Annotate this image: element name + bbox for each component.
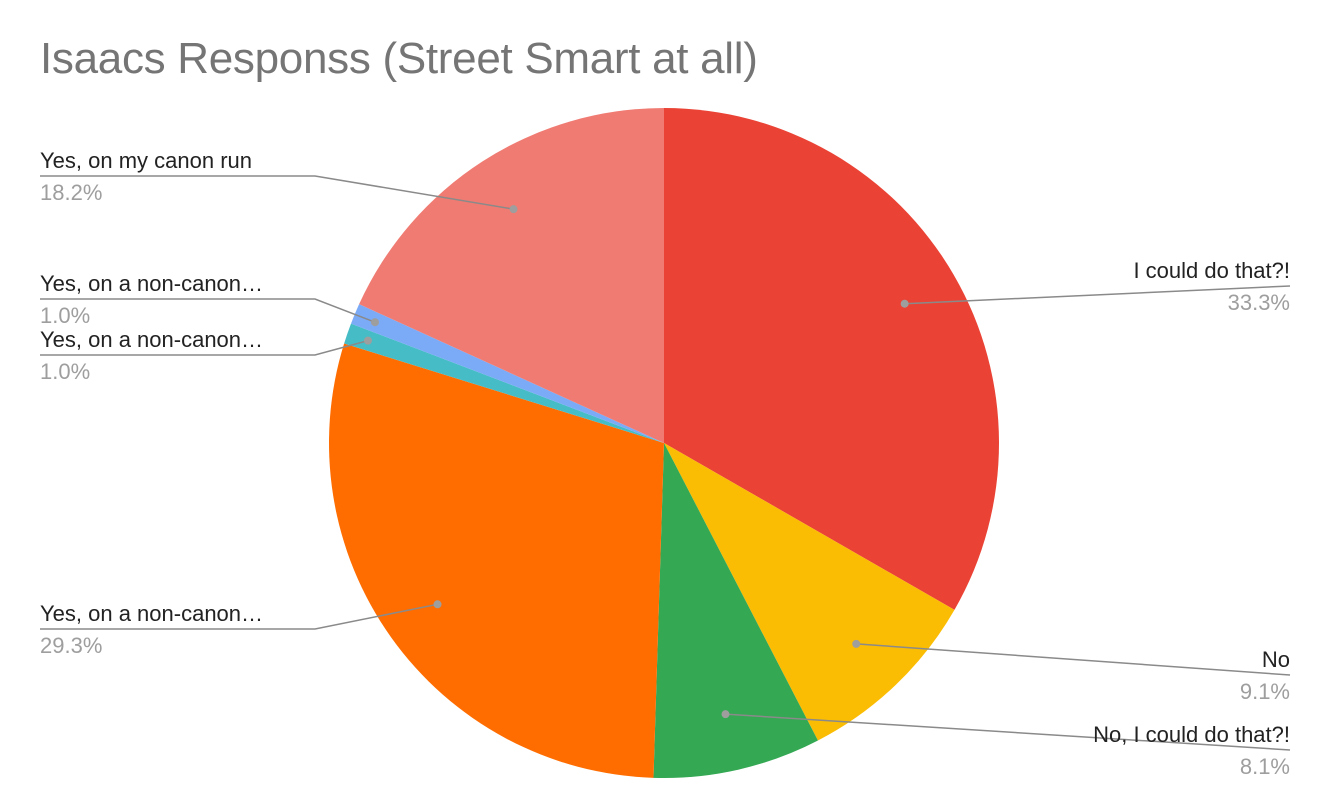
leader-dot (900, 299, 909, 308)
pie-labels: I could do that?! 33.3% No 9.1% No, I could … (40, 148, 1291, 779)
slice-percent-label: 1.0% (40, 303, 90, 328)
slice-label: Yes, on a non-canon… (40, 601, 263, 626)
pie-slice (344, 323, 664, 443)
slice-percent-label: 8.1% (1240, 754, 1290, 779)
pie-slice (653, 443, 818, 778)
leader-dot (433, 600, 442, 609)
slice-percent-label: 33.3% (1228, 290, 1290, 315)
pie-slice (359, 108, 664, 443)
leader-dot (721, 710, 730, 719)
chart-title: Isaacs Responss (Street Smart at all) (40, 34, 758, 83)
slice-percent-label: 18.2% (40, 180, 102, 205)
slice-percent-label: 29.3% (40, 633, 102, 658)
slice-label: Yes, on a non-canon… (40, 271, 263, 296)
slice-label: No, I could do that?! (1093, 722, 1290, 747)
leader-line (856, 643, 1291, 676)
slice-label: Yes, on my canon run (40, 148, 252, 173)
pie-slice (664, 443, 955, 741)
leader-line (40, 175, 514, 210)
leader-line (40, 603, 438, 630)
leader-dot (370, 318, 379, 327)
leader-line (40, 339, 369, 356)
leader-line (725, 713, 1291, 751)
leader-line (904, 285, 1291, 305)
pie-slice (350, 304, 664, 443)
slice-percent-label: 9.1% (1240, 679, 1290, 704)
leader-line (40, 298, 376, 323)
slice-label: No (1262, 647, 1290, 672)
slice-label: I could do that?! (1133, 258, 1290, 283)
slice-percent-label: 1.0% (40, 359, 90, 384)
leader-dot (852, 639, 861, 648)
leader-dot (509, 205, 518, 214)
pie-slice (329, 343, 664, 778)
pie-slice (664, 108, 999, 610)
pie-slices (329, 108, 999, 778)
slice-label: Yes, on a non-canon… (40, 327, 263, 352)
leader-dot (363, 336, 372, 345)
